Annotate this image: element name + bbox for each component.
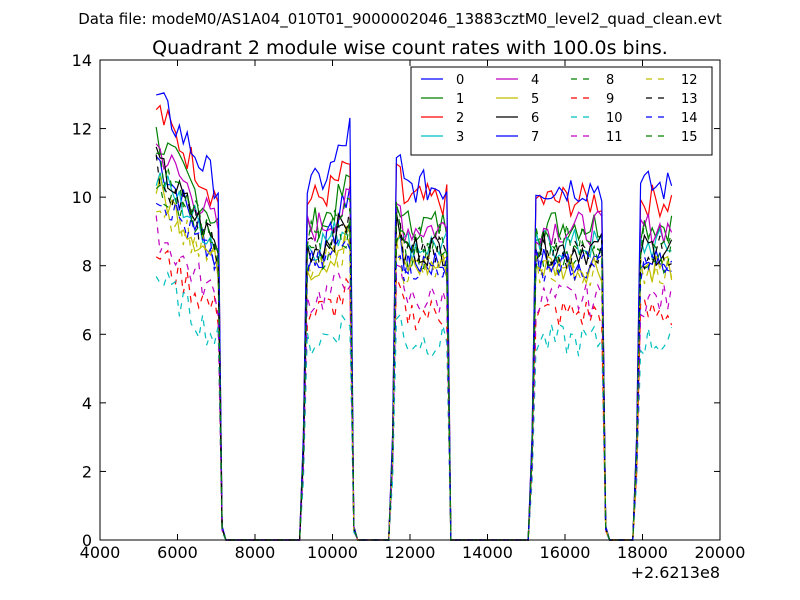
legend-box [410,66,713,156]
legend-label-10: 10 [606,111,623,126]
legend-label-11: 11 [606,130,623,145]
x-tick-label: 14000 [462,543,513,562]
legend-label-13: 13 [681,92,698,107]
x-tick-label: 4000 [80,543,121,562]
series-line-10 [155,271,673,541]
x-offset-label: +2.6213e8 [631,563,720,582]
figure-suptitle: Data file: modeM0/AS1A04_010T01_90000020… [78,10,722,29]
x-tick-label: 6000 [157,543,198,562]
legend-label-1: 1 [456,92,464,107]
legend-label-6: 6 [531,111,539,126]
x-tick-label: 18000 [617,543,668,562]
legend-label-12: 12 [681,73,698,88]
series-line-14 [155,201,673,541]
legend-label-14: 14 [681,111,698,126]
legend-label-4: 4 [531,73,539,88]
y-tick-label: 12 [72,120,92,139]
legend-label-2: 2 [456,111,464,126]
x-tick-label: 10000 [307,543,358,562]
y-tick-label: 2 [82,462,92,481]
x-tick-label: 8000 [235,543,276,562]
series-line-12 [156,208,673,541]
x-tick-label: 12000 [385,543,436,562]
legend-label-8: 8 [606,73,614,88]
legend-label-15: 15 [681,130,698,145]
x-tick-label: 16000 [540,543,591,562]
y-tick-label: 0 [82,531,92,550]
legend-label-5: 5 [531,92,539,107]
y-tick-label: 14 [72,51,92,70]
legend-label-7: 7 [531,130,539,145]
y-tick-label: 6 [82,325,92,344]
legend-label-9: 9 [606,92,614,107]
y-tick-label: 10 [72,188,92,207]
legend-label-3: 3 [456,130,464,145]
y-tick-label: 4 [82,394,92,413]
x-tick-label: 20000 [695,543,746,562]
series-line-9 [155,249,673,541]
chart-title: Quadrant 2 module wise count rates with … [152,37,668,59]
legend-label-0: 0 [456,73,464,88]
x-axis: 4000 6000 8000 10000 12000 14000 16000 18000 200… [80,60,746,562]
y-tick-label: 8 [82,257,92,276]
series-line-11 [155,215,673,541]
